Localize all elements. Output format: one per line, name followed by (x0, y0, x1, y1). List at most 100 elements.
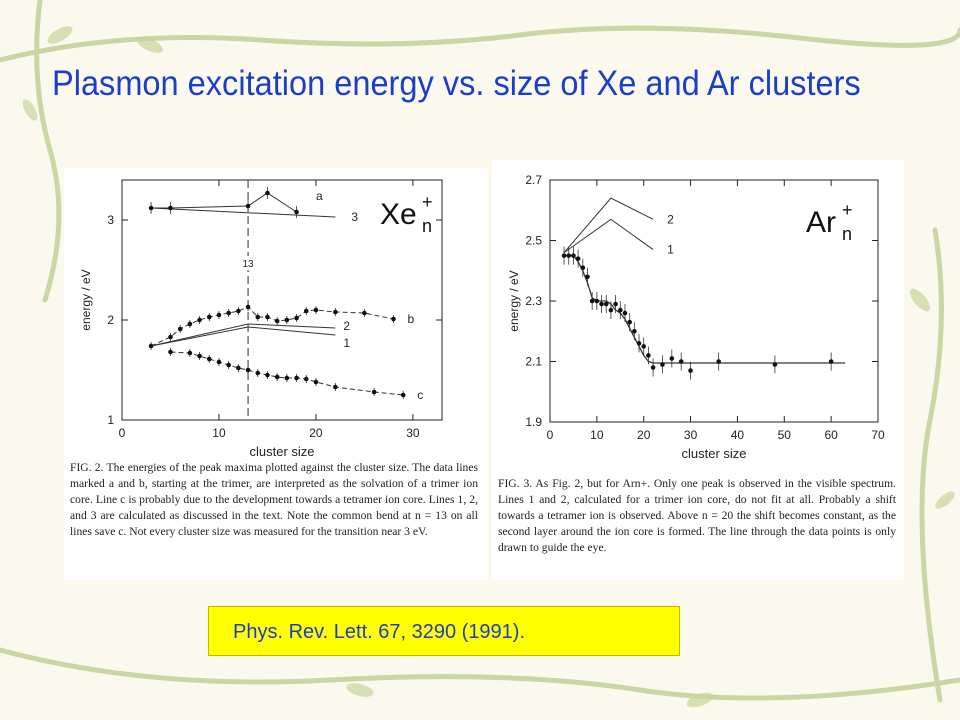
series-c-point (206, 356, 212, 362)
series-c-point (294, 375, 299, 381)
series-b-point (177, 326, 183, 332)
series-a-point (245, 203, 251, 209)
species-index: n (842, 224, 852, 244)
line-1-label: 1 (667, 243, 674, 257)
series-b-point (168, 334, 173, 340)
species-charge: + (422, 192, 433, 212)
x-axis-label: cluster size (249, 444, 314, 459)
series-b-point (391, 316, 396, 322)
x-tick-label: 20 (309, 426, 323, 440)
y-axis-label: energy / eV (79, 269, 93, 330)
series-b-point (197, 317, 202, 323)
x-tick-label: 60 (824, 428, 838, 442)
slide-title: Plasmon excitation energy vs. size of Xe… (52, 64, 861, 103)
data-point (575, 256, 581, 261)
data-point (613, 301, 618, 307)
series-c-point (313, 379, 319, 385)
y-tick-label: 1.9 (525, 415, 542, 429)
series-b-point (226, 310, 231, 316)
data-point (688, 368, 693, 373)
data-point (599, 301, 604, 307)
x-tick-label: 30 (684, 428, 698, 442)
series-a-point (294, 209, 299, 215)
series-b-label: b (408, 312, 415, 326)
line-2-label: 2 (667, 212, 674, 226)
series-3-label: 3 (351, 210, 358, 224)
series-a-point (265, 190, 270, 196)
x-tick-label: 20 (637, 428, 651, 442)
data-point (646, 353, 651, 358)
y-axis-label: energy / eV (507, 270, 521, 331)
x-tick-label: 0 (119, 426, 126, 440)
ar-chart: 0 10 20 30 40 50 60 70 1.9 2.1 2.3 2.5 2.7 cluster si… (507, 173, 885, 461)
series-b-point (216, 312, 222, 318)
y-tick-label: 2.5 (525, 234, 542, 248)
series-c-point (333, 384, 338, 390)
species-label: Xe (380, 198, 417, 231)
data-point (669, 356, 675, 361)
data-point (617, 307, 623, 313)
line-1 (150, 326, 336, 347)
data-point (561, 253, 567, 258)
series-b-point (294, 315, 299, 321)
series-b-point (245, 304, 251, 310)
series-b-point (313, 307, 319, 313)
line-3 (151, 207, 336, 218)
guide-line (564, 254, 846, 364)
xe-figure-panel: 0 10 20 30 1 2 3 cluster size energy / eV Xe + n 13 a… (64, 168, 488, 580)
line-2 (150, 323, 336, 347)
series-2-label: 2 (343, 319, 350, 333)
series-c-point (284, 375, 290, 381)
series-c-point (265, 372, 270, 378)
series-b-point (148, 343, 154, 349)
series-c-point (216, 359, 222, 365)
n13-label: 13 (242, 259, 254, 270)
series-1-label: 1 (343, 336, 350, 350)
y-tick-label: 2 (107, 313, 114, 327)
data-point (641, 344, 647, 349)
series-c-point (371, 389, 377, 395)
series-c-label: c (417, 388, 423, 402)
x-tick-label: 10 (590, 428, 604, 442)
reference-box: Phys. Rev. Lett. 67, 3290 (1991). (208, 606, 680, 656)
data-point (636, 341, 642, 346)
species-index: n (422, 216, 432, 236)
series-c-point (400, 392, 406, 398)
x-tick-label: 10 (212, 426, 226, 440)
data-point (716, 359, 721, 364)
series-b-point (187, 321, 193, 327)
x-tick-label: 40 (731, 428, 745, 442)
reference-text: Phys. Rev. Lett. 67, 3290 (1991). (233, 621, 526, 643)
series-c-point (245, 367, 251, 373)
y-tick-label: 2.7 (525, 173, 542, 187)
x-tick-label: 0 (547, 428, 554, 442)
line-1 (563, 218, 654, 254)
series-c-point (255, 370, 261, 376)
series-b-point (265, 314, 270, 320)
ar-caption: FIG. 3. As Fig. 2, but for Arn+. Only on… (498, 477, 896, 554)
series-b-point (206, 314, 212, 320)
series-b-point (362, 310, 367, 316)
series-b-point (274, 318, 280, 324)
series-c-point (226, 362, 231, 368)
line-2 (563, 197, 654, 253)
plot-frame (121, 179, 443, 421)
y-tick-label: 1 (107, 413, 114, 427)
data-point (772, 362, 778, 367)
data-point (589, 298, 595, 304)
series-b-point (333, 309, 338, 315)
data-point (660, 362, 665, 367)
data-point (585, 274, 590, 280)
y-tick-label: 3 (107, 213, 114, 227)
series-c-point (303, 376, 309, 382)
series-a-point (168, 205, 173, 211)
series-b-point (284, 317, 290, 323)
data-point (566, 253, 572, 258)
x-axis-label: cluster size (681, 446, 746, 461)
data-point (571, 253, 576, 258)
data-point (603, 301, 609, 307)
series-c-point (168, 349, 173, 355)
series-a-point (148, 205, 154, 211)
